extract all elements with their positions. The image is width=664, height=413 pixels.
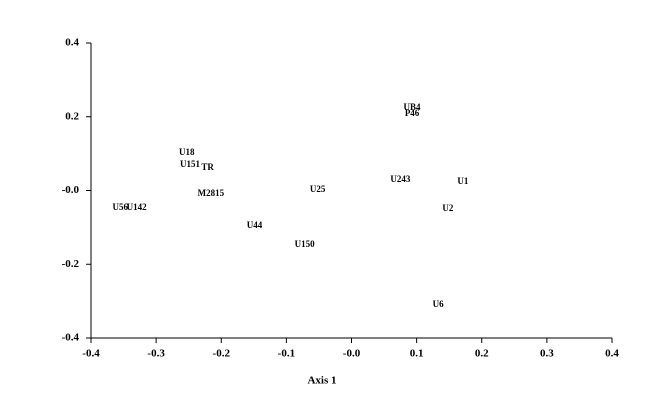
point-label: U151 xyxy=(180,159,200,169)
point-label: U142 xyxy=(127,202,147,212)
x-tick-label: -0.4 xyxy=(82,348,100,360)
point-label: U243 xyxy=(390,174,410,184)
y-tick-label: 0.2 xyxy=(65,110,79,122)
point-label: M2815 xyxy=(198,188,225,198)
y-tick-label: -0.0 xyxy=(62,184,80,196)
point-label: U1 xyxy=(457,176,468,186)
point-label: U18 xyxy=(179,147,195,157)
point-label: U2 xyxy=(442,203,453,213)
x-tick-label: -0.3 xyxy=(147,348,165,360)
x-tick-label: 0.4 xyxy=(605,348,619,360)
x-tick-label: 0.2 xyxy=(475,348,489,360)
x-tick-label: 0.1 xyxy=(410,348,424,360)
x-tick-label: -0.1 xyxy=(278,348,295,360)
point-label: TR xyxy=(201,162,214,172)
y-tick-label: -0.4 xyxy=(62,332,80,344)
x-tick-label: -0.2 xyxy=(213,348,231,360)
x-tick-label: 0.3 xyxy=(540,348,554,360)
y-tick-label: -0.2 xyxy=(62,258,80,270)
point-label: P46 xyxy=(405,108,420,118)
point-label: U56 xyxy=(113,202,129,212)
point-label: U25 xyxy=(310,184,326,194)
x-tick-label: -0.0 xyxy=(343,348,361,360)
point-label: UB4 xyxy=(404,102,422,112)
x-axis-label: Axis 1 xyxy=(307,375,336,387)
point-label: U44 xyxy=(247,220,263,230)
point-label: U6 xyxy=(433,299,444,309)
y-tick-label: 0.4 xyxy=(65,37,79,49)
point-label: U150 xyxy=(295,239,315,249)
